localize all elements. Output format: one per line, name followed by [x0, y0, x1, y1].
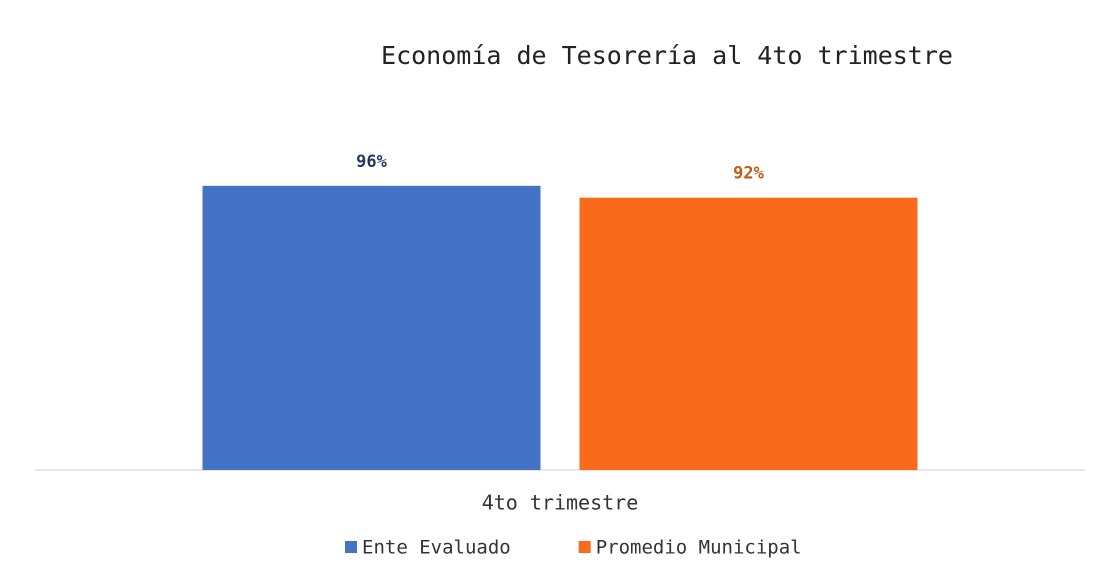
- legend-label: Ente Evaluado: [362, 537, 511, 559]
- bar: [579, 197, 918, 470]
- legend-swatch: [578, 541, 591, 553]
- legend-swatch: [345, 541, 357, 553]
- bar: [202, 185, 541, 470]
- value-label: 92%: [733, 164, 764, 184]
- x-tick-label: 4to trimestre: [482, 491, 639, 515]
- value-label: 96%: [356, 152, 387, 172]
- legend-label: Promedio Municipal: [596, 537, 802, 559]
- chart-title: Economía de Tesorería al 4to trimestre: [381, 41, 953, 70]
